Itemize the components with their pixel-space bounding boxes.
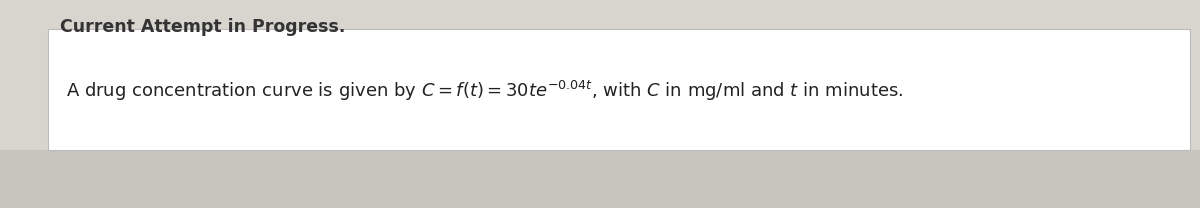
Text: Current Attempt in Progress.: Current Attempt in Progress. xyxy=(60,18,346,36)
Text: A drug concentration curve is given by $C = f(t) = 30te^{-0.04t}$, with $C$ in m: A drug concentration curve is given by $… xyxy=(66,78,904,103)
FancyBboxPatch shape xyxy=(0,150,1200,208)
FancyBboxPatch shape xyxy=(48,29,1190,150)
FancyBboxPatch shape xyxy=(0,0,1200,58)
